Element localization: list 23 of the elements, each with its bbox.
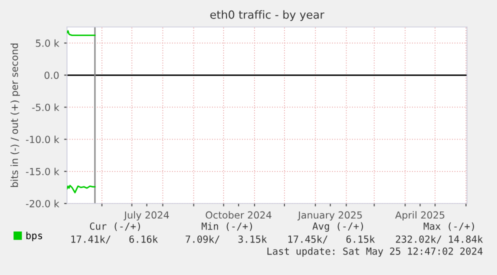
x-tick-label: October 2024 [206,211,272,219]
line-series [67,184,96,194]
text: Last update: Sat May 25 12:47:02 2024 [267,247,483,257]
text: Min (-/+) [202,222,252,231]
legend-label: bps [26,232,42,242]
text: Max (-/+) [424,222,474,231]
y-axis-title: bits in (-) / out (+) per second [10,44,20,187]
x-tick-label: January 2025 [297,211,362,221]
text: 17.45k/ 6.15k [288,235,375,244]
y-tick-label: 5.0 k [36,39,60,47]
y-tick-label: 0.0 [44,72,59,79]
x-tick-label: April 2025 [395,211,444,221]
y-tick-label: -5.0 k [32,104,60,112]
text: 232.02k/ 14.84k [396,235,483,244]
text: Avg (-/+) [312,222,363,232]
text: 7.09k/ 3.15k [186,235,267,244]
y-tick-label: -15.0 k [26,168,60,176]
text: 17.41k/ 6.16k [71,235,158,244]
y-tick-label: -20.0 k [26,200,60,208]
y-tick-label: -10.0 k [26,136,60,144]
text: Cur (-/+) [90,222,140,231]
chart-title: eth0 traffic - by year [210,10,324,21]
x-tick-label: July 2024 [124,211,169,221]
